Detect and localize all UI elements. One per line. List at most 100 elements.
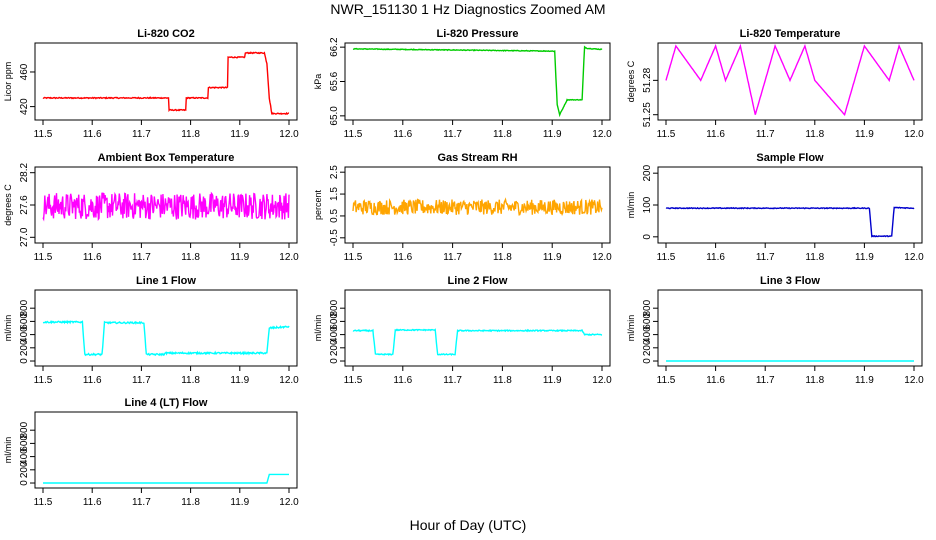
data-series-line xyxy=(665,206,915,238)
panel-title: Li-820 CO2 xyxy=(137,28,194,40)
x-tick-label: 11.6 xyxy=(706,129,725,140)
panel-title: Gas Stream RH xyxy=(437,152,517,164)
x-tick-label: 11.6 xyxy=(393,375,412,386)
x-tick-label: 11.9 xyxy=(543,129,562,140)
x-tick-label: 12.0 xyxy=(279,252,299,263)
y-tick-label: 100 xyxy=(642,196,653,213)
x-tick-label: 11.5 xyxy=(34,129,53,140)
panel-title: Line 1 Flow xyxy=(136,275,196,287)
x-tick-label: 11.5 xyxy=(657,129,676,140)
x-tick-label: 11.8 xyxy=(805,375,824,386)
y-tick-label: 0 xyxy=(642,234,653,240)
x-tick-label: 12.0 xyxy=(592,252,612,263)
x-tick-label: 12.0 xyxy=(592,375,612,386)
x-tick-label: 11.5 xyxy=(34,497,53,508)
x-tick-label: 11.5 xyxy=(344,252,363,263)
x-tick-label: 12.0 xyxy=(904,252,924,263)
x-tick-label: 11.8 xyxy=(493,252,512,263)
y-tick-label: 400 xyxy=(642,326,653,343)
y-axis-label: ml/min xyxy=(626,315,636,342)
y-tick-label: 420 xyxy=(19,98,30,115)
x-tick-label: 11.9 xyxy=(543,252,562,263)
x-tick-label: 12.0 xyxy=(279,375,299,386)
y-tick-label: 400 xyxy=(329,326,340,343)
x-tick-label: 11.8 xyxy=(805,129,824,140)
x-tick-label: 12.0 xyxy=(279,497,299,508)
y-tick-label: 65.0 xyxy=(329,106,340,126)
panel-9: Line 3 Flow 11.5 11.6 11.7 11.8 11.9 12.0 0 2004… xyxy=(626,275,924,386)
panel-6: Sample Flow 11.5 11.6 11.7 11.8 11.9 12.0 0 100 2… xyxy=(626,152,924,263)
panel-title: Line 2 Flow xyxy=(448,275,508,287)
x-tick-label: 11.6 xyxy=(706,375,725,386)
y-tick-label: 800 xyxy=(19,299,30,316)
x-tick-label: 11.9 xyxy=(230,497,249,508)
y-tick-label: 1.5 xyxy=(329,187,340,201)
x-tick-label: 11.9 xyxy=(855,375,874,386)
y-tick-label: -0.5 xyxy=(329,229,340,247)
x-tick-label: 11.8 xyxy=(493,129,512,140)
y-tick-label: 600 xyxy=(19,435,30,452)
x-axis-label: Hour of Day (UTC) xyxy=(409,517,527,533)
y-tick-label: 0.5 xyxy=(329,209,340,223)
y-tick-label: 28.2 xyxy=(19,163,30,183)
y-tick-label: 200 xyxy=(642,164,653,181)
x-tick-label: 11.5 xyxy=(34,252,53,263)
y-tick-label: 600 xyxy=(19,313,30,330)
x-tick-label: 11.7 xyxy=(443,252,462,263)
panel-title: Ambient Box Temperature xyxy=(98,152,235,164)
panel-title: Sample Flow xyxy=(756,152,824,164)
x-tick-label: 11.6 xyxy=(83,252,102,263)
data-series-line xyxy=(43,473,289,484)
y-tick-label: 27.6 xyxy=(19,195,30,215)
data-series-line xyxy=(352,328,603,357)
y-tick-label: 0 xyxy=(642,358,653,364)
x-tick-label: 11.9 xyxy=(543,375,562,386)
x-tick-label: 12.0 xyxy=(592,129,612,140)
x-tick-label: 12.0 xyxy=(904,375,924,386)
y-tick-label: 0 xyxy=(19,358,30,364)
x-tick-label: 11.5 xyxy=(657,375,676,386)
y-tick-label: 51.25 xyxy=(642,102,653,127)
y-axis-label: kPa xyxy=(313,74,323,90)
x-tick-label: 11.8 xyxy=(181,129,200,140)
y-tick-label: 600 xyxy=(642,313,653,330)
x-tick-label: 11.6 xyxy=(83,375,102,386)
x-tick-label: 11.9 xyxy=(230,375,249,386)
y-tick-label: 2.5 xyxy=(329,165,340,179)
y-axis-label: ml/min xyxy=(3,437,13,464)
plot-frame xyxy=(344,166,611,244)
panel-title: Li-820 Temperature xyxy=(740,28,841,40)
y-tick-label: 51.28 xyxy=(642,67,653,92)
y-tick-label: 800 xyxy=(19,421,30,438)
x-tick-label: 11.8 xyxy=(805,252,824,263)
y-tick-label: 27.0 xyxy=(19,227,30,247)
y-tick-label: 200 xyxy=(19,339,30,356)
x-tick-label: 11.5 xyxy=(344,129,363,140)
x-tick-label: 11.6 xyxy=(706,252,725,263)
y-axis-label: ml/min xyxy=(626,192,636,219)
x-tick-label: 11.8 xyxy=(181,497,200,508)
x-tick-label: 11.5 xyxy=(657,252,676,263)
y-tick-label: 66.2 xyxy=(329,37,340,57)
x-tick-label: 12.0 xyxy=(904,129,924,140)
x-tick-label: 11.6 xyxy=(83,497,102,508)
x-tick-label: 11.8 xyxy=(181,252,200,263)
panel-title: Line 4 (LT) Flow xyxy=(125,397,208,409)
x-tick-label: 11.9 xyxy=(855,129,874,140)
y-tick-label: 600 xyxy=(329,313,340,330)
y-tick-label: 800 xyxy=(642,299,653,316)
y-axis-label: ml/min xyxy=(313,315,323,342)
x-tick-label: 11.9 xyxy=(230,252,249,263)
panel-title: Line 3 Flow xyxy=(760,275,820,287)
y-tick-label: 400 xyxy=(19,326,30,343)
panel-4: Ambient Box Temperature 11.5 11.6 11.7 11.8 1… xyxy=(3,152,299,263)
x-tick-label: 11.6 xyxy=(393,129,412,140)
x-tick-label: 11.7 xyxy=(756,375,775,386)
x-tick-label: 11.7 xyxy=(756,252,775,263)
panel-10: Line 4 (LT) Flow 11.5 11.6 11.7 11.8 11.9 12.0… xyxy=(3,397,299,508)
x-tick-label: 11.7 xyxy=(443,129,462,140)
x-tick-label: 11.6 xyxy=(393,252,412,263)
y-tick-label: 460 xyxy=(19,63,30,80)
x-tick-label: 11.7 xyxy=(132,252,151,263)
plot-frame xyxy=(34,289,298,367)
